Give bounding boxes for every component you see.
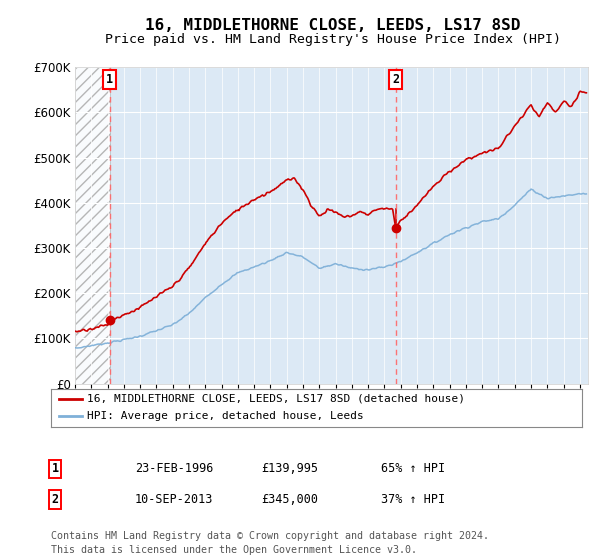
- Text: 16, MIDDLETHORNE CLOSE, LEEDS, LS17 8SD: 16, MIDDLETHORNE CLOSE, LEEDS, LS17 8SD: [145, 18, 521, 32]
- Text: 16, MIDDLETHORNE CLOSE, LEEDS, LS17 8SD (detached house): 16, MIDDLETHORNE CLOSE, LEEDS, LS17 8SD …: [87, 394, 465, 404]
- Bar: [75, 67, 110, 384]
- Text: HPI: Average price, detached house, Leeds: HPI: Average price, detached house, Leed…: [87, 412, 364, 422]
- Text: 65% ↑ HPI: 65% ↑ HPI: [381, 462, 445, 475]
- Text: 1: 1: [52, 462, 59, 475]
- Text: 1: 1: [106, 73, 113, 86]
- Text: Contains HM Land Registry data © Crown copyright and database right 2024.: Contains HM Land Registry data © Crown c…: [51, 531, 489, 542]
- Text: £139,995: £139,995: [261, 462, 318, 475]
- Text: 23-FEB-1996: 23-FEB-1996: [135, 462, 214, 475]
- Text: 2: 2: [392, 73, 399, 86]
- Text: 10-SEP-2013: 10-SEP-2013: [135, 493, 214, 506]
- Text: Price paid vs. HM Land Registry's House Price Index (HPI): Price paid vs. HM Land Registry's House …: [105, 32, 561, 46]
- Text: 2: 2: [52, 493, 59, 506]
- Text: This data is licensed under the Open Government Licence v3.0.: This data is licensed under the Open Gov…: [51, 545, 417, 555]
- Text: 37% ↑ HPI: 37% ↑ HPI: [381, 493, 445, 506]
- Text: £345,000: £345,000: [261, 493, 318, 506]
